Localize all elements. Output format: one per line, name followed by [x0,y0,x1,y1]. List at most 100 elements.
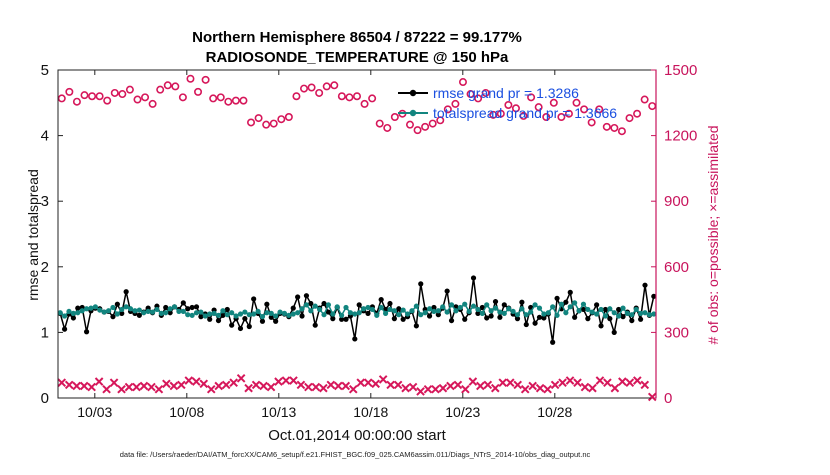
obs-possible-point [549,98,558,107]
totalspread-point [97,307,103,313]
obs-possible-point [572,98,581,107]
totalspread-point [378,304,384,311]
totalspread-point [545,310,551,316]
obs-possible-point [209,94,218,103]
obs-assimilated-point [102,384,111,394]
totalspread-point [479,310,485,316]
rmse-point [541,315,547,321]
totalspread-point [145,308,151,315]
obs-possible-point [595,105,604,114]
totalspread-point [514,312,521,318]
obs-possible-point [474,94,483,103]
obs-possible-point [360,99,369,108]
totalspread-point [330,311,336,317]
rmse-point [343,316,349,322]
y-tick-label-left: 3 [41,193,49,210]
obs-possible-point [527,93,536,102]
totalspread-point [215,312,222,318]
obs-assimilated-point [603,378,612,388]
rmse-point [387,300,393,307]
obs-possible-point [458,78,467,87]
rmse-point [523,321,529,328]
rmse-point [594,302,600,308]
obs-possible-point [610,123,619,132]
totalspread-point [281,310,288,316]
totalspread-point [237,311,244,317]
obs-assimilated-point [206,384,216,394]
rmse-point [426,313,433,319]
obs-assimilated-point [64,380,74,390]
obs-assimilated-point [72,381,81,391]
totalspread-point [347,310,354,316]
rmse-point [431,304,437,311]
totalspread-point [492,305,499,311]
totalspread-point [246,312,252,318]
rmse-point [488,313,494,319]
y-tick-label-right: 900 [664,193,689,210]
obs-assimilated-point [580,382,590,392]
obs-possible-point [284,113,293,122]
totalspread-point [616,313,622,319]
obs-assimilated-point [468,377,478,386]
obs-possible-point [118,90,127,99]
totalspread-point [651,311,657,317]
rmse-point [251,296,257,302]
obs-assimilated-point [334,381,343,391]
totalspread-point [510,308,516,315]
obs-assimilated-point [423,384,433,394]
obs-assimilated-point [550,380,560,390]
totalspread-point [589,309,595,315]
totalspread-point [325,302,332,308]
totalspread-point [369,306,375,313]
rmse-point [220,312,226,318]
y-tick-label-right: 600 [664,259,689,276]
totalspread-point [149,309,156,315]
rmse-point [413,323,419,329]
totalspread-point [356,310,362,316]
obs-possible-point [587,118,596,127]
totalspread-point [127,306,134,312]
rmse-point [396,306,402,312]
legend-entry: rmse grand pr = 1.3286 [398,85,579,101]
totalspread-point [83,306,90,312]
obs-assimilated-point [281,376,291,385]
obs-possible-point [57,94,66,103]
obs-possible-point [156,85,165,94]
totalspread-point [317,306,323,313]
obs-possible-point [337,92,346,101]
rmse-point [308,300,314,307]
totalspread-point [198,309,204,315]
obs-possible-point [307,83,316,92]
rmse-point [444,288,450,294]
totalspread-point [444,309,450,315]
obs-assimilated-point [483,380,493,390]
totalspread-point [233,313,239,319]
obs-assimilated-point [221,380,231,390]
totalspread-point [264,310,270,316]
obs-assimilated-point [408,382,418,392]
totalspread-point [101,309,107,315]
obs-assimilated-point [191,377,201,386]
obs-assimilated-point [244,383,253,393]
obs-possible-point [186,74,195,83]
obs-possible-point [617,127,626,136]
obs-possible-point [231,96,240,105]
rmse-point [391,316,397,322]
totalspread-point [642,310,648,316]
totalspread-point [70,310,76,316]
obs-assimilated-point [431,384,440,394]
rmse-point [325,309,332,315]
totalspread-point [532,302,538,308]
obs-possible-point [322,82,331,91]
totalspread-point [167,306,173,312]
rmse-point [448,317,455,324]
obs-assimilated-point [132,382,141,392]
x-tick-label: 10/23 [445,404,480,420]
totalspread-point [572,300,578,306]
rmse-point [207,316,213,322]
rmse-point [246,323,252,330]
totalspread-point [290,311,296,317]
totalspread-point [624,310,631,316]
obs-possible-point [352,92,361,101]
